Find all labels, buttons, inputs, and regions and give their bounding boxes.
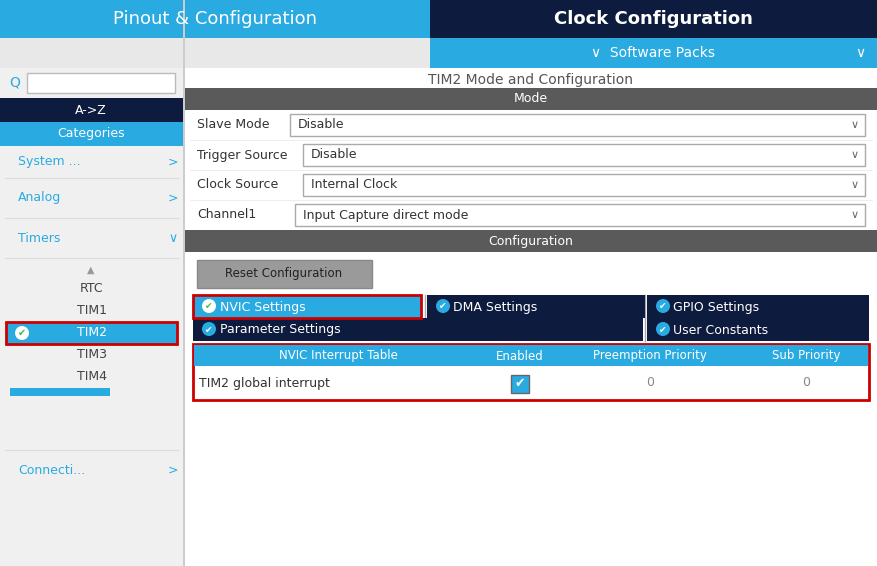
Bar: [0, 0, 430, 38]
Bar: [303, 144, 865, 166]
Text: Clock Configuration: Clock Configuration: [553, 10, 752, 28]
Text: Disable: Disable: [298, 118, 345, 131]
Text: Q: Q: [9, 76, 20, 90]
Text: 0: 0: [646, 376, 654, 389]
Text: System ...: System ...: [18, 156, 81, 169]
Text: >: >: [168, 156, 179, 169]
Bar: [647, 295, 869, 318]
Text: TIM4: TIM4: [77, 371, 107, 384]
Bar: [0, 98, 183, 122]
Text: ∨  Software Packs: ∨ Software Packs: [591, 46, 715, 60]
Text: Mode: Mode: [514, 92, 548, 105]
Text: ∨: ∨: [851, 210, 859, 220]
Text: ✔: ✔: [660, 302, 667, 311]
Text: Parameter Settings: Parameter Settings: [220, 324, 340, 337]
Bar: [430, 0, 877, 38]
Bar: [193, 295, 421, 318]
Bar: [6, 322, 177, 344]
Bar: [0, 122, 183, 146]
Bar: [27, 73, 175, 93]
Bar: [194, 345, 868, 366]
Bar: [647, 318, 869, 341]
Circle shape: [436, 299, 450, 313]
Text: ✔: ✔: [205, 302, 213, 311]
Bar: [290, 114, 865, 136]
Text: ∨: ∨: [168, 231, 177, 245]
Text: Connecti...: Connecti...: [18, 464, 85, 477]
Bar: [303, 174, 865, 196]
Text: NVIC Settings: NVIC Settings: [220, 301, 305, 314]
Circle shape: [656, 322, 670, 336]
Text: Clock Source: Clock Source: [197, 178, 278, 191]
Text: TIM2 Mode and Configuration: TIM2 Mode and Configuration: [429, 73, 633, 87]
Bar: [0, 146, 183, 178]
Text: Enabled: Enabled: [496, 349, 544, 362]
Bar: [0, 218, 183, 258]
Text: Configuration: Configuration: [488, 234, 574, 247]
Text: ✔: ✔: [515, 376, 525, 389]
Text: DMA Settings: DMA Settings: [453, 301, 538, 314]
Bar: [511, 375, 529, 393]
Bar: [193, 318, 643, 341]
Bar: [427, 295, 645, 318]
Bar: [0, 68, 183, 566]
Text: Preemption Priority: Preemption Priority: [593, 349, 707, 362]
Text: 0: 0: [802, 376, 810, 389]
Text: Timers: Timers: [18, 231, 61, 245]
Bar: [430, 38, 877, 68]
Bar: [185, 230, 877, 252]
Bar: [0, 68, 183, 98]
Bar: [197, 260, 372, 288]
Bar: [185, 68, 877, 566]
Text: ✔: ✔: [205, 325, 213, 335]
Circle shape: [656, 299, 670, 313]
Text: Sub Priority: Sub Priority: [772, 349, 840, 362]
Text: ∨: ∨: [855, 46, 865, 60]
Text: >: >: [168, 464, 179, 477]
Bar: [10, 388, 110, 396]
Text: ∨: ∨: [851, 150, 859, 160]
Bar: [0, 178, 183, 218]
Text: >: >: [168, 191, 179, 204]
Text: Internal Clock: Internal Clock: [311, 178, 397, 191]
Text: Trigger Source: Trigger Source: [197, 148, 288, 161]
Text: RTC: RTC: [80, 282, 103, 295]
Circle shape: [15, 326, 29, 340]
Text: GPIO Settings: GPIO Settings: [673, 301, 759, 314]
Text: NVIC Interrupt Table: NVIC Interrupt Table: [279, 349, 397, 362]
Bar: [0, 0, 877, 38]
Text: TIM2 global interrupt: TIM2 global interrupt: [199, 376, 330, 389]
Text: TIM3: TIM3: [77, 349, 107, 362]
Bar: [183, 0, 185, 566]
Circle shape: [202, 322, 216, 336]
Text: ✔: ✔: [439, 302, 446, 311]
Text: A->Z: A->Z: [75, 104, 107, 117]
Text: Disable: Disable: [311, 148, 358, 161]
Text: ▲: ▲: [87, 265, 95, 275]
Text: Analog: Analog: [18, 191, 61, 204]
Text: ∨: ∨: [851, 120, 859, 130]
Bar: [193, 344, 869, 400]
Text: Pinout & Configuration: Pinout & Configuration: [113, 10, 317, 28]
Text: ✔: ✔: [660, 325, 667, 335]
Text: TIM1: TIM1: [77, 305, 107, 318]
Text: TIM2: TIM2: [77, 327, 107, 340]
Text: Input Capture direct mode: Input Capture direct mode: [303, 208, 468, 221]
Text: Slave Mode: Slave Mode: [197, 118, 269, 131]
Text: Categories: Categories: [57, 127, 125, 140]
Text: ✔: ✔: [18, 328, 26, 338]
Text: Reset Configuration: Reset Configuration: [225, 268, 343, 281]
Text: User Constants: User Constants: [673, 324, 768, 337]
Bar: [185, 88, 877, 110]
Circle shape: [202, 299, 216, 313]
Bar: [0, 38, 430, 68]
Bar: [295, 204, 865, 226]
Text: ∨: ∨: [851, 180, 859, 190]
Text: Channel1: Channel1: [197, 208, 256, 221]
